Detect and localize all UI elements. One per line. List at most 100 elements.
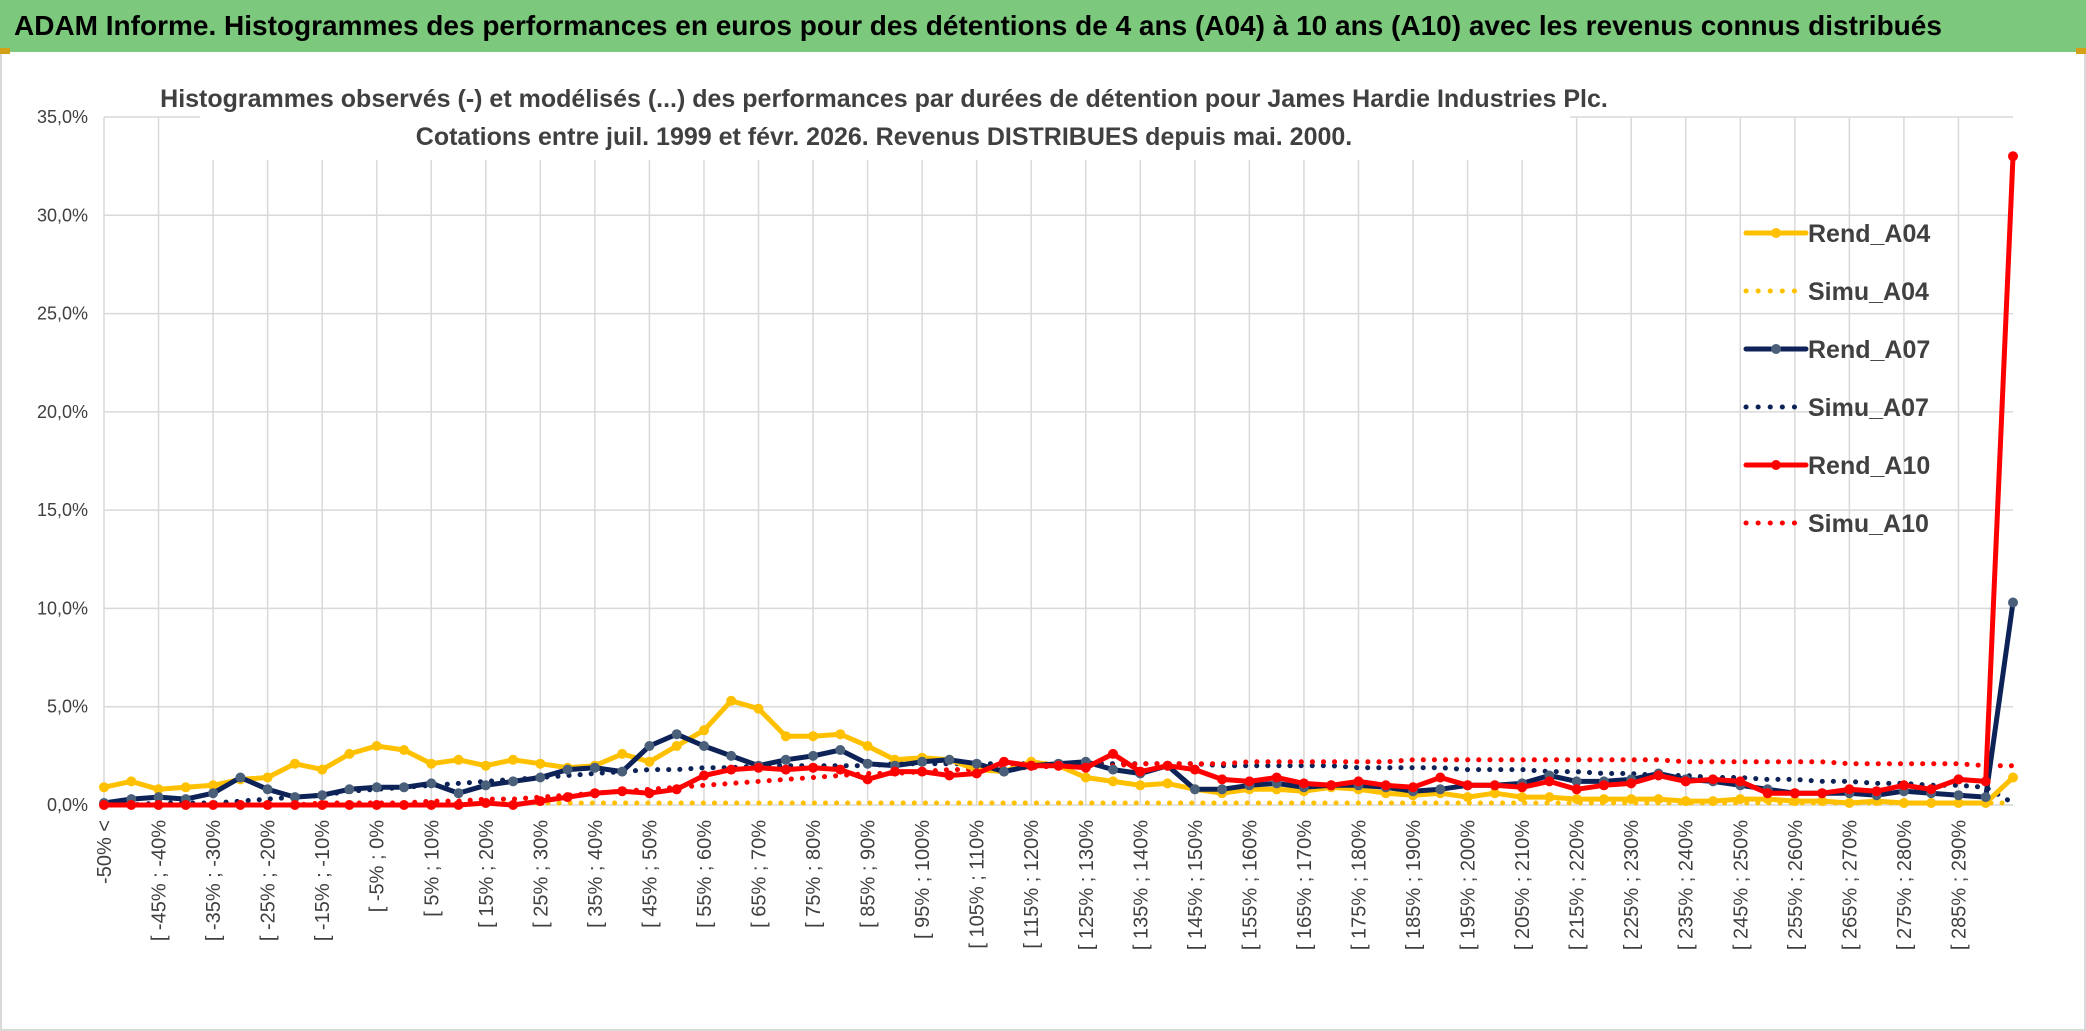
data-point [1353,776,1364,787]
data-point [426,800,437,810]
data-point [835,764,846,775]
data-point [1517,792,1528,803]
data-point [1108,748,1118,759]
x-tick-label: [ 215% ; 220% [1567,820,1589,950]
data-point [1953,790,1964,801]
data-point [453,788,464,799]
data-point [1162,760,1173,771]
y-tick-label: 25,0% [37,304,88,324]
data-point [535,758,546,769]
data-point [1326,780,1337,791]
data-point [208,788,219,799]
data-point [208,780,219,791]
data-point [671,784,682,795]
data-point [1708,774,1718,785]
data-point [126,776,137,787]
x-axis-ticks: -50% < [ -45% ; -40% [ -35% ; -30% [ -25% ;… [94,820,1970,950]
data-point [1980,776,1991,787]
data-point [1217,784,1228,795]
data-point [1489,788,1500,799]
data-point [1926,784,1937,795]
series-rend-a04 [99,695,2018,808]
data-point [508,800,519,810]
legend-label: Simu_A04 [1808,278,1929,306]
corner-mark-left [0,48,10,54]
data-point [1135,780,1146,791]
x-tick-label: [ 135% ; 140% [1130,820,1152,950]
x-tick-label: [ 65% ; 70% [749,820,771,928]
data-point [726,695,737,706]
x-tick-label: [ 245% ; 250% [1730,820,1752,950]
data-point [535,796,546,807]
legend-label: Simu_A07 [1808,394,1929,422]
data-point [889,766,900,777]
data-point [1489,780,1500,791]
data-point [1708,796,1718,807]
data-point [1980,792,1991,803]
data-point [1462,792,1473,803]
data-point [562,764,573,775]
series-line [101,153,2016,808]
legend-label: Rend_A04 [1808,220,1930,248]
data-point [1898,798,1909,808]
legend-label: Rend_A10 [1808,452,1930,480]
series-line [101,600,2016,806]
data-point [780,731,791,742]
data-point [344,784,355,795]
data-point [1135,766,1146,777]
data-point [399,745,409,755]
data-point [508,776,519,787]
data-point [1462,780,1473,791]
data-point [999,766,1009,777]
data-point [1653,770,1664,781]
data-point [2008,597,2018,608]
data-point [699,770,709,781]
data-point [589,762,600,773]
series-rend-a10 [99,151,2018,810]
data-point [289,758,300,769]
data-point [617,766,628,777]
x-tick-label: [ 235% ; 240% [1676,820,1698,950]
data-point [371,741,382,751]
data-point [344,748,355,759]
data-point [808,750,819,761]
data-point [1380,780,1391,791]
chart-gridlines [103,116,2013,806]
x-tick-label: [ 145% ; 150% [1185,820,1207,950]
data-point [1435,784,1446,795]
data-point [1544,776,1555,787]
x-tick-label: [ 35% ; 40% [585,820,607,928]
data-point [371,782,382,793]
data-point [1680,776,1691,787]
series-rend-a07 [99,597,2018,808]
legend-marker [1771,228,1781,238]
x-tick-label: [ 75% ; 80% [803,820,825,928]
data-point [99,800,109,810]
data-point [453,754,464,765]
data-point [1926,798,1937,808]
report-title: ADAM Informe. Histogrammes des performan… [14,10,1942,41]
data-point [671,729,682,740]
data-point [317,764,328,775]
data-point [1189,764,1200,775]
data-point [726,764,737,775]
data-point [1898,780,1909,791]
data-point [235,772,246,783]
x-tick-label: [ -45% ; -40% [149,820,171,941]
data-point [480,780,491,791]
data-point [480,760,491,771]
data-point [999,756,1009,767]
legend-item: Simu_A04 [1743,278,1929,306]
y-tick-label: 0,0% [47,795,88,815]
data-point [344,800,355,810]
data-point [2008,772,2018,783]
data-point [2008,151,2018,162]
data-point [1762,788,1773,799]
data-point [535,772,546,783]
data-point [1653,794,1664,805]
data-point [262,800,273,810]
data-point [153,784,164,795]
data-point [944,754,955,765]
data-point [1571,776,1582,787]
legend-item: Rend_A07 [1743,336,1930,364]
